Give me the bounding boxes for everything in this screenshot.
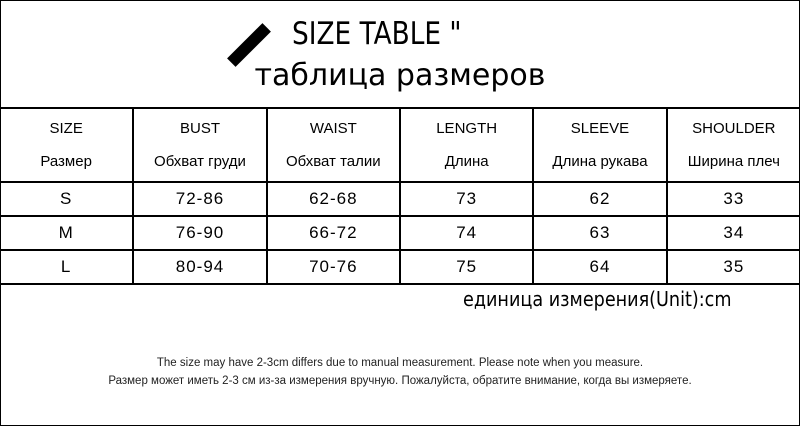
cell: 62-68 xyxy=(265,181,401,217)
table-row: L 80-94 70-76 75 64 35 xyxy=(0,249,800,285)
cell: 62 xyxy=(532,181,668,217)
header-cell: SHOULDER Ширина плеч xyxy=(665,107,800,183)
cell: 75 xyxy=(398,249,535,285)
header-en: BUST xyxy=(179,120,220,137)
header-cell: WAIST Обхват талии xyxy=(265,107,401,183)
header-ru: Обхват талии xyxy=(285,153,381,170)
cell: 35 xyxy=(665,249,800,285)
cell: 63 xyxy=(532,215,668,251)
title-box: SIZE TABLE " таблица размеров xyxy=(0,0,800,109)
header-cell: SLEEVE Длина рукава xyxy=(532,107,668,183)
header-en: SLEEVE xyxy=(570,120,630,137)
cell: 76-90 xyxy=(132,215,268,251)
header-cell: SIZE Размер xyxy=(0,107,135,183)
note-english: The size may have 2-3cm differs due to m… xyxy=(156,357,644,369)
cell: L xyxy=(0,249,135,285)
unit-label: единица измерения(Unit):cm xyxy=(463,287,732,311)
cell: 33 xyxy=(665,181,800,217)
header-ru: Длина xyxy=(444,153,489,170)
cell: 70-76 xyxy=(265,249,401,285)
page-subtitle: таблица размеров xyxy=(254,58,546,93)
header-ru: Обхват груди xyxy=(154,153,246,170)
header-ru: Размер xyxy=(40,153,92,170)
cell: 73 xyxy=(398,181,535,217)
cell: 34 xyxy=(665,215,800,251)
header-en: SHOULDER xyxy=(692,120,776,137)
table-row: S 72-86 62-68 73 62 33 xyxy=(0,181,800,217)
page-title: SIZE TABLE " xyxy=(292,16,462,52)
cell: 72-86 xyxy=(132,181,268,217)
header-cell: BUST Обхват груди xyxy=(132,107,268,183)
header-en: WAIST xyxy=(309,120,357,137)
cell: 64 xyxy=(532,249,668,285)
header-en: SIZE xyxy=(49,120,83,137)
header-en: LENGTH xyxy=(436,120,498,137)
header-cell: LENGTH Длина xyxy=(398,107,535,183)
cell: S xyxy=(0,181,135,217)
cell: 80-94 xyxy=(132,249,268,285)
header-ru: Длина рукава xyxy=(552,153,648,170)
note-russian: Размер может иметь 2-3 см из-за измерени… xyxy=(108,375,692,387)
cell: 74 xyxy=(398,215,535,251)
cell: 66-72 xyxy=(265,215,401,251)
size-table: SIZE Размер BUST Обхват груди WAIST Обхват … xyxy=(0,107,800,285)
cell: M xyxy=(0,215,135,251)
header-ru: Ширина плеч xyxy=(687,153,780,170)
table-header-row: SIZE Размер BUST Обхват груди WAIST Обхват … xyxy=(0,107,800,183)
table-row: M 76-90 66-72 74 63 34 xyxy=(0,215,800,251)
